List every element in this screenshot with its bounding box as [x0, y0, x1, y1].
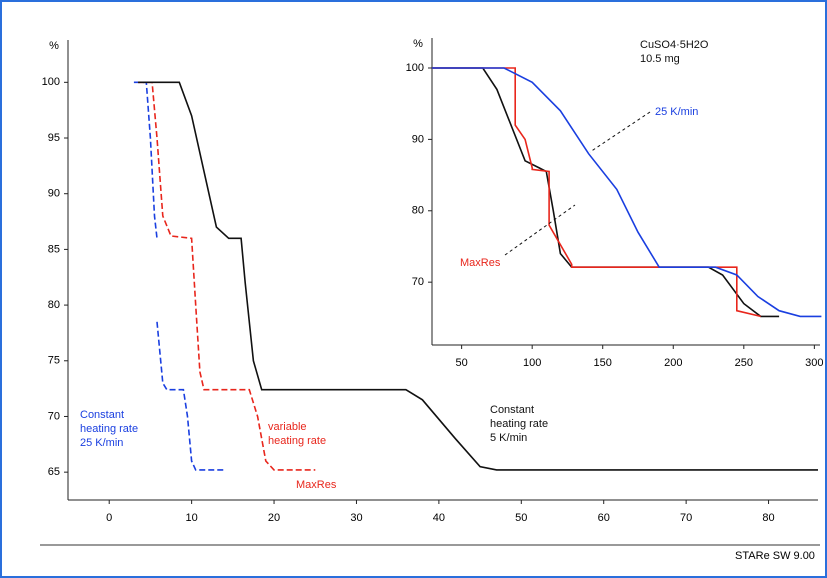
annotation: Constant [80, 409, 124, 421]
y-axis-label: % [413, 38, 423, 50]
x-tick-label: 300 [805, 357, 823, 369]
x-tick-label: 0 [106, 512, 112, 524]
x-tick-label: 70 [680, 512, 692, 524]
annotation: heating rate [268, 435, 326, 447]
x-tick-label: 50 [456, 357, 468, 369]
annotation: 10.5 mg [640, 53, 680, 65]
annotation: MaxRes [460, 257, 501, 269]
series-line [432, 67, 761, 318]
annotation: variable [268, 421, 307, 433]
series-line [138, 81, 818, 471]
annotation: Constant [490, 404, 534, 416]
y-tick-label: 95 [48, 132, 60, 144]
y-tick-label: 90 [48, 188, 60, 200]
y-tick-label: 85 [48, 243, 60, 255]
annotation: heating rate [490, 418, 548, 430]
x-tick-label: 200 [664, 357, 682, 369]
x-tick-label: 60 [598, 512, 610, 524]
y-tick-label: 70 [412, 276, 424, 288]
annotation: 5 K/min [490, 432, 527, 444]
x-tick-label: 80 [762, 512, 774, 524]
series-line [432, 67, 822, 318]
x-tick-label: 100 [523, 357, 541, 369]
x-tick-label: 30 [350, 512, 362, 524]
x-tick-label: 40 [433, 512, 445, 524]
y-tick-label: 65 [48, 466, 60, 478]
y-tick-label: 80 [412, 205, 424, 217]
leader [504, 204, 576, 256]
leader [589, 111, 651, 153]
y-tick-label: 90 [412, 133, 424, 145]
y-tick-label: 100 [406, 62, 424, 74]
annotation: CuSO4·5H2O [640, 39, 709, 51]
series-line [138, 81, 316, 471]
x-tick-label: 150 [594, 357, 612, 369]
y-tick-label: 100 [42, 76, 60, 88]
series-line [133, 81, 225, 471]
footer: STARe SW 9.00 [735, 550, 815, 562]
annotation: heating rate [80, 423, 138, 435]
annotation: 25 K/min [80, 437, 123, 449]
y-tick-label: 80 [48, 299, 60, 311]
x-tick-label: 10 [186, 512, 198, 524]
x-tick-label: 250 [735, 357, 753, 369]
y-tick-label: 75 [48, 355, 60, 367]
y-tick-label: 70 [48, 410, 60, 422]
x-tick-label: 20 [268, 512, 280, 524]
annotation: MaxRes [296, 479, 337, 491]
x-tick-label: 50 [515, 512, 527, 524]
annotation: 25 K/min [655, 106, 698, 118]
y-axis-label: % [49, 40, 59, 52]
